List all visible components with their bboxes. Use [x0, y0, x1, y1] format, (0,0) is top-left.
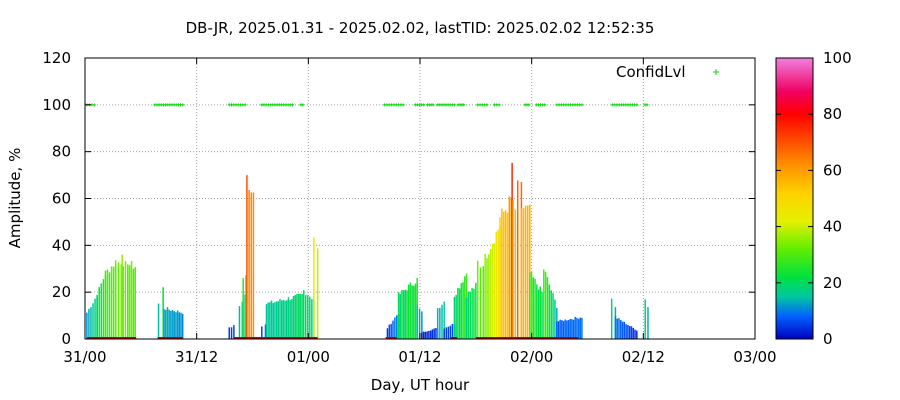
- amplitude-bar-group: [453, 273, 468, 339]
- amplitude-bar-group: [265, 293, 305, 339]
- amplitude-bar-group: [313, 237, 319, 339]
- amplitude-bar-group: [246, 175, 255, 339]
- amplitude-bar-group: [242, 275, 247, 339]
- y-tick-label: 80: [52, 143, 71, 161]
- amplitude-bar-group: [443, 323, 456, 339]
- amplitude-bar-group: [104, 260, 117, 339]
- x-axis-label: Day, UT hour: [371, 376, 470, 394]
- y-tick-label: 20: [52, 283, 71, 301]
- grid-lines: [85, 58, 755, 339]
- confid-lvl-points: [534, 103, 547, 107]
- amplitude-bar-group: [499, 196, 512, 339]
- colorbar-tick-label: 100: [823, 49, 852, 67]
- amplitude-bar-group: [543, 269, 558, 339]
- amplitude-bar-group: [644, 299, 649, 339]
- amplitude-bar-group: [476, 260, 485, 339]
- confid-lvl-points: [260, 103, 295, 107]
- x-tick-label: 01/00: [287, 348, 330, 366]
- confid-lvl-points: [643, 103, 649, 107]
- amplitude-bar-group: [96, 274, 107, 339]
- amplitude-bar-group: [397, 277, 418, 339]
- legend-marker-confidlvl: [713, 69, 719, 75]
- colorbar-tick-label: 20: [823, 274, 842, 292]
- confid-lvl-points: [456, 103, 466, 107]
- y-tick-label: 60: [52, 190, 71, 208]
- x-tick-label: 31/12: [175, 348, 218, 366]
- confid-lvl-points: [611, 103, 639, 107]
- y-axis: 0 20 40 60 80 100 120: [42, 49, 755, 348]
- amplitude-bar-group: [386, 313, 400, 339]
- amplitude-bar-group: [261, 324, 267, 339]
- chart-title: DB-JR, 2025.01.31 - 2025.02.02, lastTID:…: [186, 19, 655, 37]
- y-tick-label: 0: [61, 330, 71, 348]
- amplitude-bar-group: [529, 271, 545, 339]
- amplitude-bar-group: [482, 226, 501, 339]
- amplitude-bar-group: [228, 325, 235, 339]
- amplitude-bar-group: [86, 294, 98, 339]
- x-tick-label: 03/00: [733, 348, 776, 366]
- confid-lvl-points: [492, 103, 501, 107]
- colorbar-ticks: 0 20 40 60 80 100: [776, 49, 852, 348]
- confid-lvl-points: [413, 103, 426, 107]
- amplitude-bar-group: [127, 260, 136, 339]
- confid-lvl-series: [85, 103, 649, 107]
- confid-lvl-points: [555, 103, 584, 107]
- colorbar-tick-label: 40: [823, 218, 842, 236]
- amplitude-bar-group: [436, 301, 445, 339]
- amplitude-bar-group: [465, 282, 479, 339]
- colorbar: [775, 57, 814, 340]
- amplitude-bar-group: [163, 307, 184, 339]
- confid-lvl-points: [523, 103, 531, 107]
- x-tick-label: 02/00: [510, 348, 553, 366]
- confid-lvl-points: [436, 103, 456, 107]
- amplitude-bar-group: [614, 316, 638, 339]
- confid-lvl-points: [227, 103, 247, 107]
- colorbar-tick-label: 80: [823, 105, 842, 123]
- confid-lvl-points: [299, 103, 305, 107]
- y-tick-label: 120: [42, 49, 71, 67]
- colorbar-tick-label: 0: [823, 330, 833, 348]
- amplitude-bar-group: [114, 262, 123, 339]
- y-tick-label: 40: [52, 236, 71, 254]
- legend: ConfidLvl: [616, 63, 719, 81]
- confid-lvl-points: [425, 103, 435, 107]
- amplitude-bars: [86, 162, 649, 339]
- amplitude-bar-group: [556, 316, 583, 339]
- x-tick-label: 02/12: [622, 348, 665, 366]
- y-axis-label: Amplitude, %: [6, 148, 24, 249]
- x-axis: 31/00 31/12 01/00 01/12 02/00 02/12 03/00: [63, 58, 777, 366]
- confid-lvl-points: [153, 103, 185, 107]
- amplitude-bar-group: [421, 328, 439, 339]
- amplitude-bar-group: [238, 294, 246, 339]
- x-tick-label: 01/12: [398, 348, 441, 366]
- legend-label-confidlvl: ConfidLvl: [616, 63, 686, 81]
- colorbar-tick-label: 60: [823, 161, 842, 179]
- x-tick-label: 31/00: [63, 348, 106, 366]
- confid-lvl-points: [476, 103, 489, 107]
- amplitude-bar-group: [520, 204, 531, 339]
- y-tick-label: 100: [42, 96, 71, 114]
- confid-lvl-points: [383, 103, 405, 107]
